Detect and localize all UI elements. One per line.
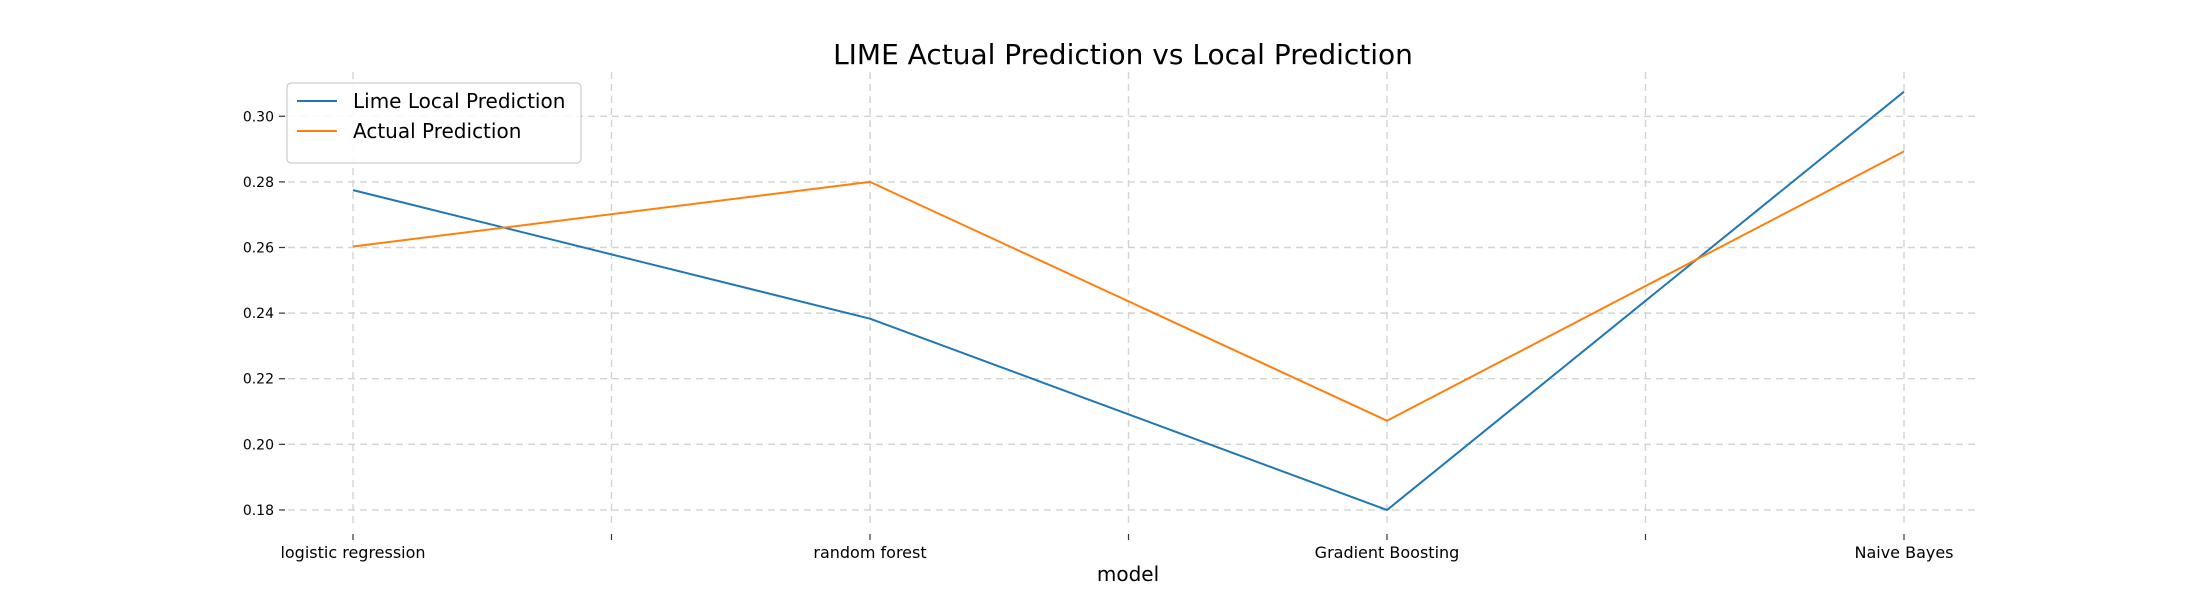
x-tick-label: logistic regression [280,543,425,562]
x-tick-label: Naive Bayes [1854,543,1953,562]
y-tick-label: 0.22 [243,372,274,388]
y-tick-label: 0.18 [243,503,274,519]
series-lines [352,90,1905,511]
y-tick-label: 0.20 [243,437,274,453]
legend-box [286,82,582,164]
x-tick-label: Gradient Boosting [1315,543,1460,562]
x-tick-label: random forest [813,543,926,562]
legend-label: Actual Prediction [353,119,521,143]
ticks: 0.18 0.20 0.22 0.24 0.26 0.28 0.30 logistic reg… [243,109,1954,562]
series-line-actual-prediction [352,150,1905,422]
x-axis-label: model [1097,562,1159,586]
y-tick-label: 0.30 [243,109,274,125]
legend: Lime Local Prediction Actual Prediction [286,82,582,164]
chart-title: LIME Actual Prediction vs Local Predicti… [833,38,1413,71]
y-tick-label: 0.24 [243,306,274,322]
legend-label: Lime Local Prediction [353,89,565,113]
series-line-lime-local-prediction [352,90,1905,511]
y-tick-label: 0.28 [243,175,274,191]
y-tick-label: 0.26 [243,241,274,257]
